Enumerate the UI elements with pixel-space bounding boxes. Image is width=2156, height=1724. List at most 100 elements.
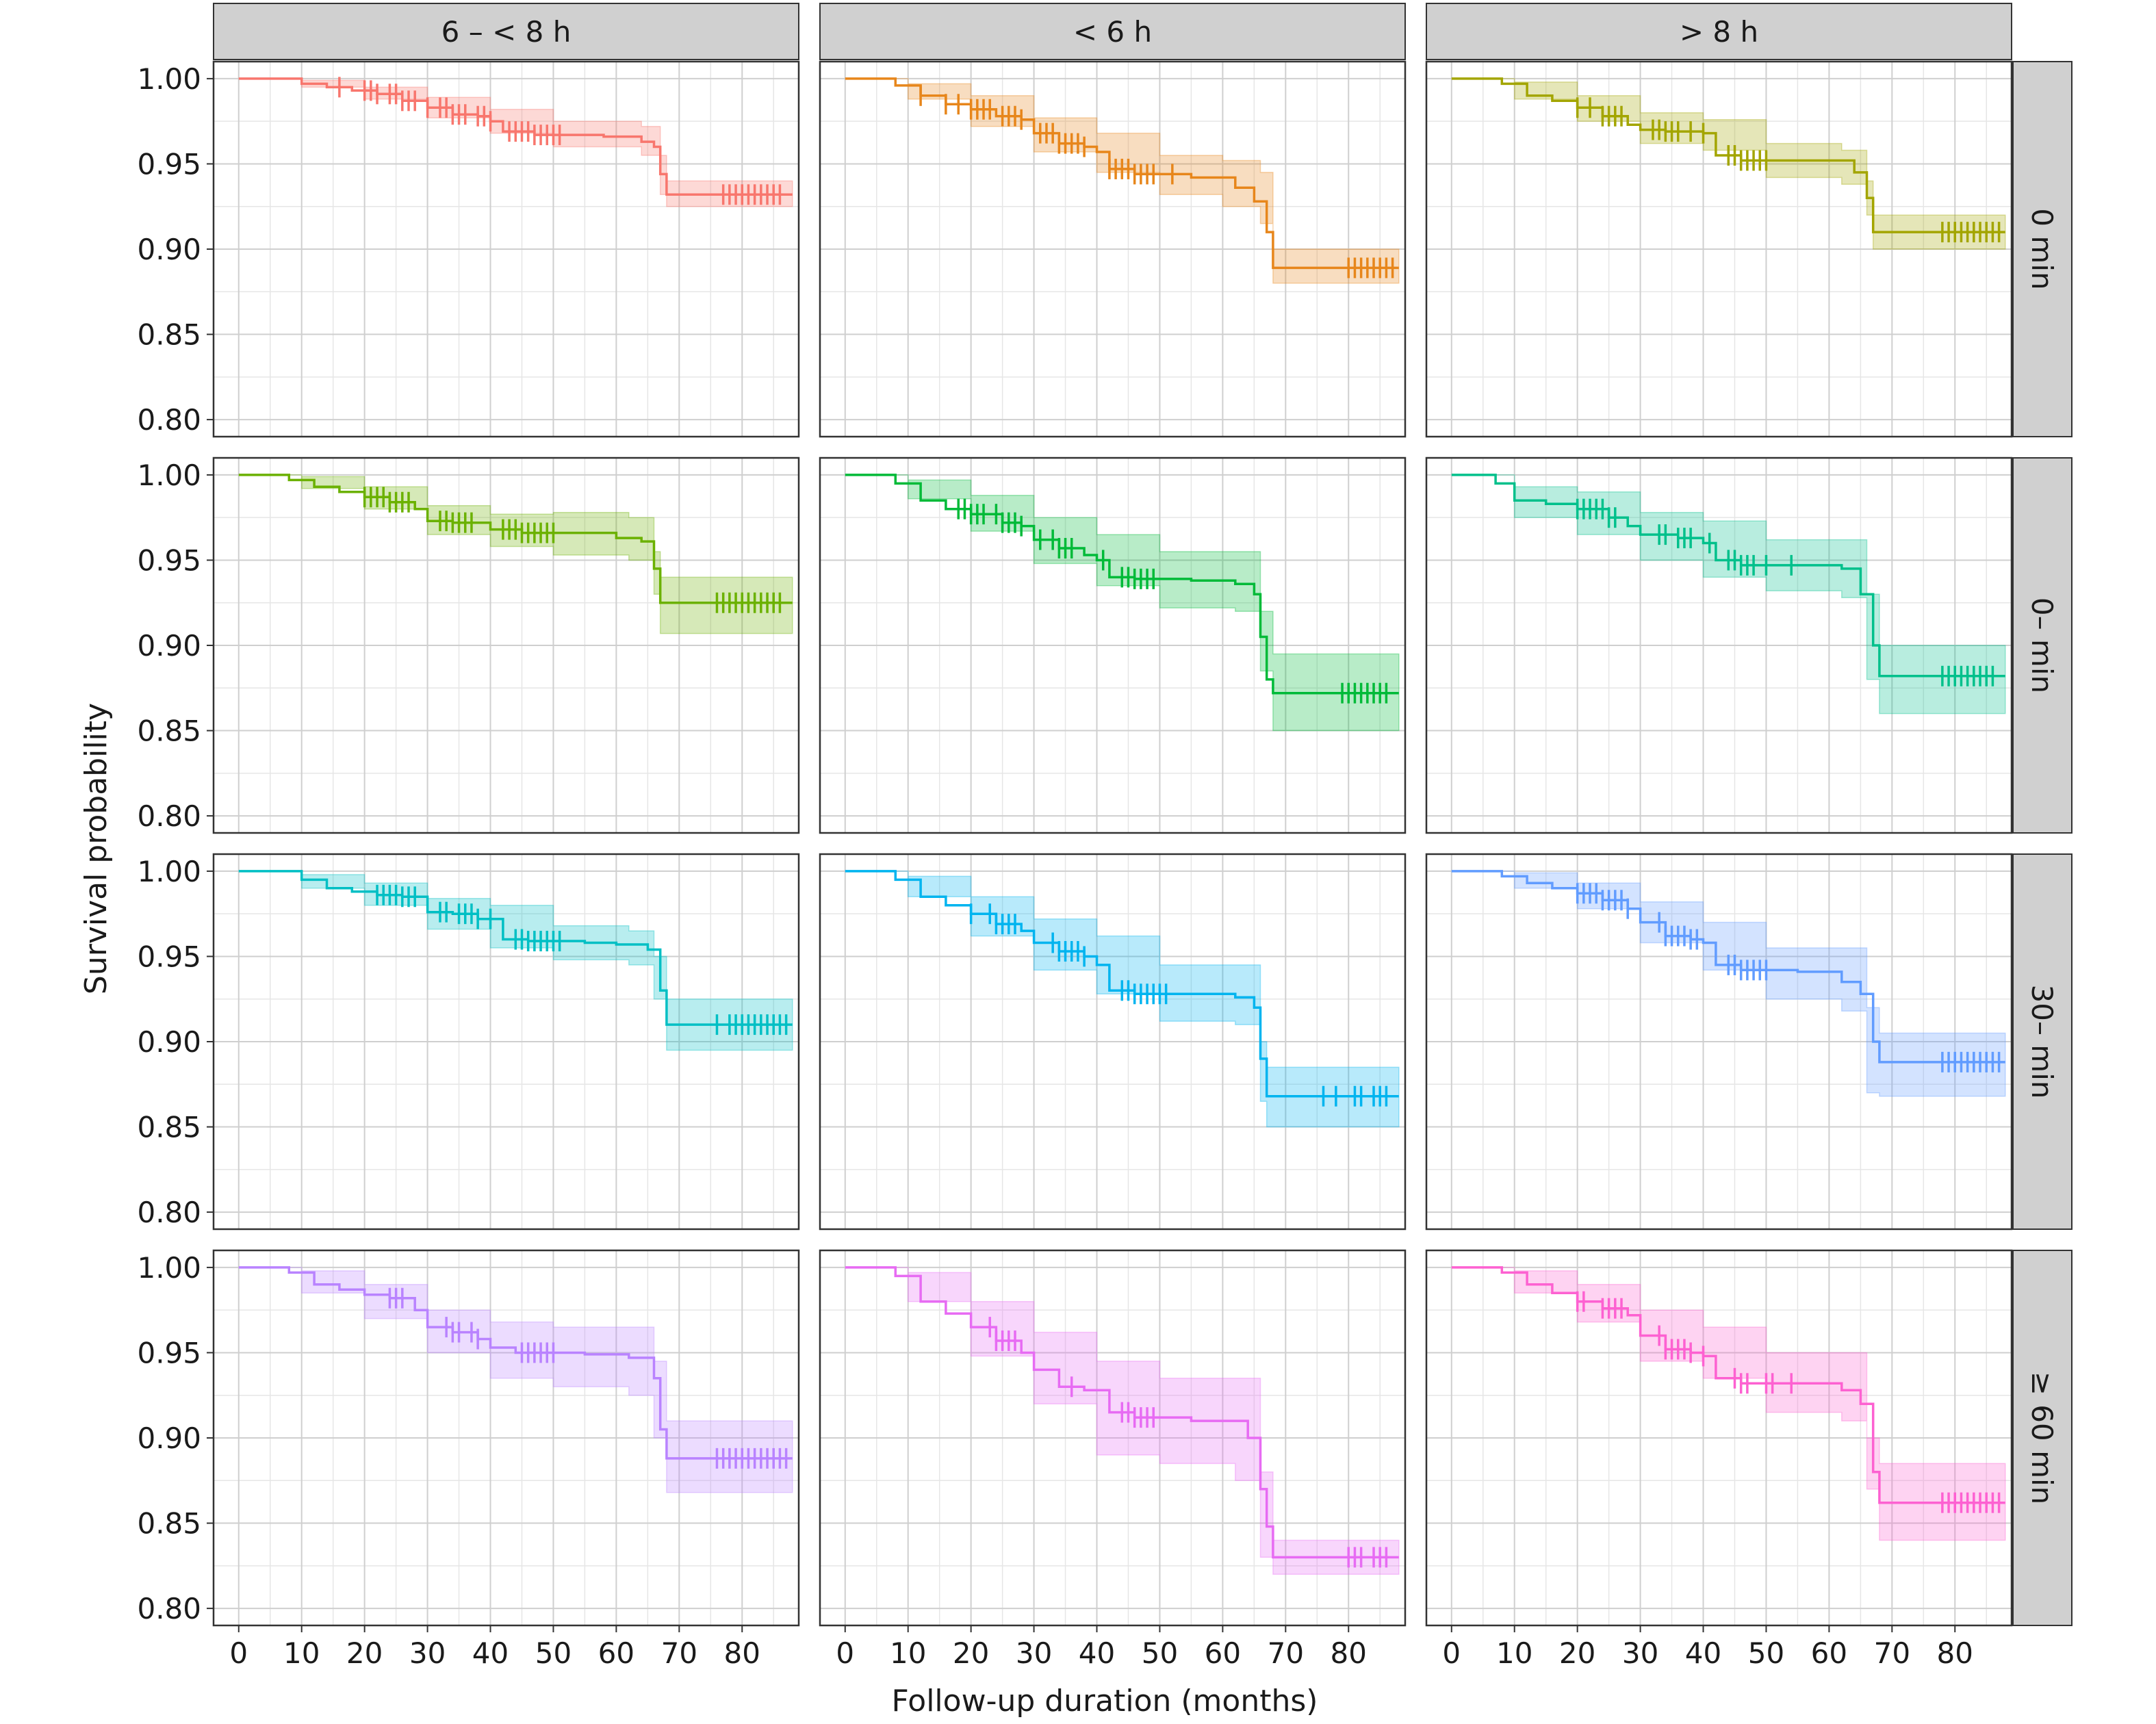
x-tick-label: 20 xyxy=(1559,1636,1595,1670)
y-tick-label: 0.80 xyxy=(137,799,201,833)
y-tick-label: 1.00 xyxy=(137,1251,201,1285)
row-strip xyxy=(2012,457,2072,834)
row-strip xyxy=(2012,1250,2072,1626)
x-tick-label: 40 xyxy=(1079,1636,1115,1670)
row-strip-label: 0– min xyxy=(2025,597,2059,693)
confidence-band xyxy=(238,1267,793,1493)
column-strips: 6 – < 8 h < 6 h > 8 h xyxy=(213,3,2012,60)
panel xyxy=(819,853,1407,1231)
x-tick-label: 0 xyxy=(229,1636,248,1670)
x-tick-label: 10 xyxy=(890,1636,926,1670)
column-strip-label: < 6 h xyxy=(1073,15,1152,49)
column-strip-label: > 8 h xyxy=(1680,15,1758,49)
y-tick-label: 1.00 xyxy=(137,855,201,888)
x-tick-label: 60 xyxy=(598,1636,634,1670)
panel-border xyxy=(1425,853,2013,1231)
y-tick-label: 0.85 xyxy=(137,1507,201,1541)
confidence-band xyxy=(845,78,1400,284)
x-tick-label: 30 xyxy=(1016,1636,1052,1670)
x-tick-label: 30 xyxy=(1622,1636,1658,1670)
gridlines xyxy=(820,458,1405,833)
confidence-band xyxy=(845,871,1400,1128)
column-strip-label: 6 – < 8 h xyxy=(441,15,572,49)
y-tick-label: 0.95 xyxy=(137,940,201,973)
column-strip xyxy=(819,3,1406,60)
x-tick-label: 20 xyxy=(346,1636,383,1670)
row-strip-label: 0 min xyxy=(2025,208,2059,290)
x-tick-label: 20 xyxy=(953,1636,989,1670)
confidence-band xyxy=(1451,1267,2006,1541)
x-tick-label: 0 xyxy=(836,1636,854,1670)
y-tick-label: 0.95 xyxy=(137,543,201,577)
gridlines xyxy=(214,1250,799,1625)
x-tick-labels: 0 10 20 30 40 50 60 70 80 0 10 20 30 40 50 60 70 80 0 10 20 3… xyxy=(229,1625,1973,1670)
panel-border xyxy=(1425,1249,2013,1627)
panel xyxy=(212,853,800,1231)
panel xyxy=(212,1249,800,1627)
gridlines xyxy=(820,1250,1405,1625)
panel-border xyxy=(819,60,1407,438)
gridlines xyxy=(1426,854,2012,1229)
row-strip-label: ≥ 60 min xyxy=(2025,1372,2059,1505)
x-tick-label: 50 xyxy=(1142,1636,1178,1670)
x-tick-label: 40 xyxy=(472,1636,509,1670)
panels xyxy=(212,60,2013,1627)
panel-border xyxy=(819,1249,1407,1627)
y-tick-label: 0.80 xyxy=(137,1592,201,1625)
y-tick-label: 1.00 xyxy=(137,459,201,492)
y-tick-label: 0.90 xyxy=(137,629,201,662)
x-tick-label: 60 xyxy=(1205,1636,1241,1670)
x-tick-label: 80 xyxy=(724,1636,760,1670)
panel xyxy=(212,60,800,438)
y-tick-label: 0.85 xyxy=(137,1111,201,1144)
column-strip xyxy=(1426,3,2012,60)
x-tick-label: 70 xyxy=(661,1636,697,1670)
survival-curve xyxy=(845,474,1399,695)
confidence-band xyxy=(1451,474,2006,715)
panel xyxy=(1425,456,2013,834)
x-tick-label: 70 xyxy=(1874,1636,1910,1670)
y-axis-title: Survival probability xyxy=(79,703,114,994)
gridlines xyxy=(1426,62,2012,437)
panel xyxy=(819,60,1407,438)
row-strip xyxy=(2012,853,2072,1230)
x-tick-label: 70 xyxy=(1268,1636,1304,1670)
panel-border xyxy=(819,456,1407,834)
y-tick-label: 0.90 xyxy=(137,1421,201,1455)
panel xyxy=(819,456,1407,834)
panel-border xyxy=(1425,60,2013,438)
y-tick-labels: 0.80 0.85 0.90 0.95 1.00 0.80 0.85 0.90 0.95 1.00… xyxy=(137,62,214,1625)
x-tick-label: 0 xyxy=(1442,1636,1461,1670)
gridlines xyxy=(1426,1250,2012,1625)
row-strip xyxy=(2012,61,2072,437)
y-tick-label: 0.95 xyxy=(137,147,201,181)
x-tick-label: 40 xyxy=(1685,1636,1721,1670)
panel xyxy=(1425,853,2013,1231)
x-tick-label: 80 xyxy=(1937,1636,1973,1670)
column-strip xyxy=(213,3,799,60)
panel xyxy=(212,456,800,834)
confidence-band xyxy=(1451,871,2006,1097)
panel xyxy=(1425,60,2013,438)
panel xyxy=(1425,1249,2013,1627)
panel xyxy=(819,1249,1407,1627)
row-strips: 0 min 0– min 30– min ≥ 60 min xyxy=(2012,61,2072,1626)
confidence-band xyxy=(238,474,793,634)
y-tick-label: 0.85 xyxy=(137,715,201,748)
x-tick-label: 50 xyxy=(1748,1636,1784,1670)
gridlines xyxy=(820,62,1405,437)
x-tick-label: 10 xyxy=(283,1636,320,1670)
panel-border xyxy=(819,853,1407,1231)
y-tick-label: 0.95 xyxy=(137,1336,201,1369)
x-tick-label: 50 xyxy=(535,1636,572,1670)
confidence-band xyxy=(845,474,1400,732)
x-tick-label: 10 xyxy=(1496,1636,1532,1670)
x-tick-label: 60 xyxy=(1811,1636,1847,1670)
y-tick-label: 0.80 xyxy=(137,403,201,437)
gridlines xyxy=(820,854,1405,1229)
survival-curve xyxy=(238,1266,793,1460)
y-tick-label: 0.80 xyxy=(137,1196,201,1229)
panel-border xyxy=(1425,456,2013,834)
gridlines xyxy=(214,854,799,1229)
